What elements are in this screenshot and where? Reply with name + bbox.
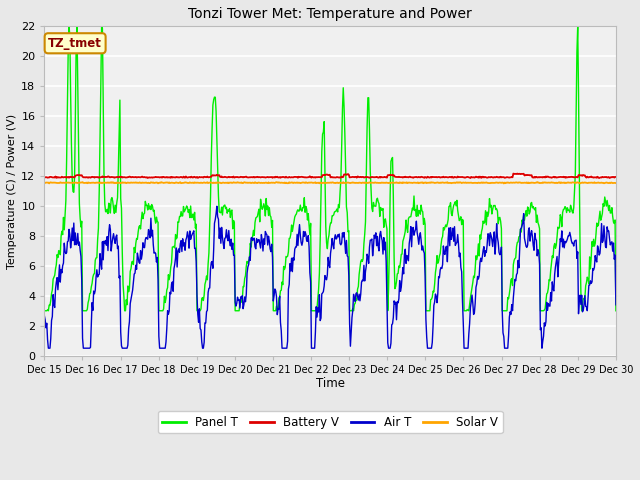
Y-axis label: Temperature (C) / Power (V): Temperature (C) / Power (V) xyxy=(7,113,17,268)
Air T xyxy=(198,345,206,351)
Panel T xyxy=(65,24,73,29)
Solar V xyxy=(198,180,205,186)
Battery V xyxy=(417,174,424,180)
Battery V xyxy=(51,175,59,180)
Battery V xyxy=(612,174,620,180)
X-axis label: Time: Time xyxy=(316,377,344,390)
Text: TZ_tmet: TZ_tmet xyxy=(48,37,102,50)
Battery V xyxy=(513,171,521,177)
Air T xyxy=(401,246,409,252)
Panel T xyxy=(168,244,176,250)
Air T xyxy=(213,204,221,209)
Air T xyxy=(612,302,620,308)
Battery V xyxy=(400,174,408,180)
Air T xyxy=(45,345,52,351)
Battery V xyxy=(109,174,117,180)
Solar V xyxy=(500,180,508,186)
Panel T xyxy=(417,202,425,208)
Air T xyxy=(111,236,118,242)
Air T xyxy=(40,313,48,319)
Title: Tonzi Tower Met: Temperature and Power: Tonzi Tower Met: Temperature and Power xyxy=(188,7,472,21)
Panel T xyxy=(40,308,48,313)
Panel T xyxy=(401,232,408,238)
Solar V xyxy=(612,180,620,186)
Solar V xyxy=(109,180,117,185)
Legend: Panel T, Battery V, Air T, Solar V: Panel T, Battery V, Air T, Solar V xyxy=(157,411,502,433)
Battery V xyxy=(198,174,205,180)
Solar V xyxy=(40,180,48,186)
Panel T xyxy=(198,295,206,300)
Battery V xyxy=(595,175,603,181)
Line: Solar V: Solar V xyxy=(44,182,616,183)
Air T xyxy=(168,279,176,285)
Panel T xyxy=(111,211,118,216)
Battery V xyxy=(40,174,48,180)
Line: Battery V: Battery V xyxy=(44,174,616,178)
Line: Air T: Air T xyxy=(44,206,616,348)
Solar V xyxy=(168,180,175,186)
Line: Panel T: Panel T xyxy=(44,26,616,311)
Solar V xyxy=(533,179,541,185)
Air T xyxy=(52,286,60,292)
Panel T xyxy=(51,272,59,278)
Battery V xyxy=(168,174,175,180)
Air T xyxy=(418,247,426,253)
Solar V xyxy=(417,180,424,186)
Solar V xyxy=(51,180,59,185)
Panel T xyxy=(612,308,620,313)
Solar V xyxy=(400,180,408,186)
